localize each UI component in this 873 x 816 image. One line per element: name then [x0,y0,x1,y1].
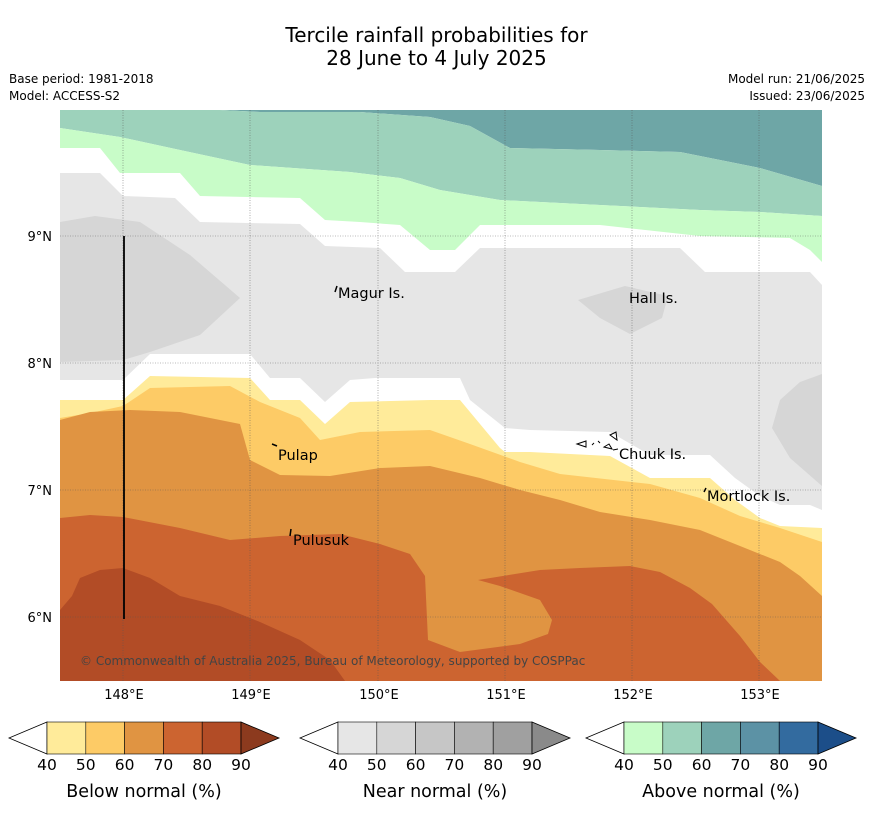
above-tick-label: 90 [808,756,828,774]
near-tick-label: 90 [522,756,542,774]
model-run-text: Model run: 21/06/2025 [727,72,865,86]
below-tick-label: 60 [115,756,135,774]
near-60-region-hall [578,286,668,334]
near-color-cell [454,721,494,755]
above-60-region [60,110,822,216]
copyright-text: © Commonwealth of Australia 2025, Bureau… [80,654,585,668]
meta-left: Base period: 1981-2018 Model: ACCESS-S2 [9,71,154,105]
near-tick-label: 80 [483,756,503,774]
near-extend-high [531,721,572,755]
above-tick-label: 80 [769,756,789,774]
below-color-cell [124,721,164,755]
above-color-cell [701,721,741,755]
lat-label-9n: 9°N [28,230,53,245]
mortlock-island-mark [703,487,707,493]
above-tick-label: 60 [692,756,712,774]
colorbar-below-normal: 40 50 60 70 80 90 Below normal (%) [7,721,281,802]
above-color-cell [778,721,819,755]
magur-island-mark [334,285,338,293]
lon-label-151e: 151°E [486,688,526,703]
colorbar-near-normal: 40 50 60 70 80 90 Near normal (%) [298,721,572,802]
near-color-cell [492,721,533,755]
lon-label-150e: 150°E [359,688,399,703]
near-tick-label: 50 [367,756,387,774]
issued-text: Issued: 23/06/2025 [749,89,865,103]
above-tick-label: 70 [731,756,751,774]
lon-label-152e: 152°E [613,688,653,703]
label-magur: Magur Is. [338,286,405,302]
lat-label-6n: 6°N [28,611,53,626]
lon-label-153e: 153°E [740,688,780,703]
label-hall: Hall Is. [629,291,678,307]
below-tick-label: 90 [231,756,251,774]
colorbar-above-normal: 40 50 60 70 80 90 Above normal (%) [584,721,858,802]
above-50-region [60,128,822,262]
near-tick-label: 60 [406,756,426,774]
label-mortlock: Mortlock Is. [707,489,790,505]
above-tick-label: 40 [614,756,634,774]
lat-label-7n: 7°N [28,484,53,499]
near-tick-label: 40 [328,756,348,774]
above-color-cell [623,721,664,755]
near-60-region-west [60,216,240,362]
above-color-cell [662,721,702,755]
model-text: Model: ACCESS-S2 [9,89,121,103]
pulusuk-island-mark [289,528,292,537]
below-color-cell [163,721,203,755]
above-color-cell [740,721,780,755]
above-extend-high [817,721,858,755]
above-tick-label: 50 [653,756,673,774]
below-color-cell [85,721,125,755]
below-color-cell [46,721,87,755]
label-pulap: Pulap [278,448,318,464]
title-line-1: Tercile rainfall probabilities for [285,23,588,47]
lon-label-148e: 148°E [104,688,144,703]
pulap-island-mark [271,443,278,447]
below-colorbar-title: Below normal (%) [66,782,221,802]
meta-right: Model run: 21/06/2025 Issued: 23/06/2025 [728,71,865,105]
below-tick-label: 70 [154,756,174,774]
label-pulusuk: Pulusuk [293,533,350,549]
below-extend-high [240,721,281,755]
near-extend-low [298,721,339,755]
map-fills [60,110,822,681]
base-period-text: Base period: 1981-2018 [9,72,154,86]
below-extend-low [7,721,48,755]
below-color-cell [201,721,242,755]
above-extend-low [584,721,625,755]
near-50-region [60,173,822,510]
below-90-region [60,568,345,681]
below-tick-label: 50 [76,756,96,774]
near-color-cell [376,721,416,755]
near-tick-label: 70 [445,756,465,774]
near-color-cell [415,721,455,755]
label-chuuk: Chuuk Is. [619,447,686,463]
above-70-region [220,110,822,186]
near-colorbar-title: Near normal (%) [363,782,508,802]
below-tick-label: 80 [192,756,212,774]
lat-label-8n: 8°N [28,357,53,372]
above-colorbar-title: Above normal (%) [642,782,800,802]
near-60-region-east [772,374,822,486]
gridlines [60,110,822,681]
island-markers [271,285,707,537]
title-line-2: 28 June to 4 July 2025 [326,46,547,70]
near-color-cell [337,721,378,755]
below-tick-label: 40 [37,756,57,774]
lon-label-149e: 149°E [231,688,271,703]
chuuk-islands-mark [575,431,619,451]
